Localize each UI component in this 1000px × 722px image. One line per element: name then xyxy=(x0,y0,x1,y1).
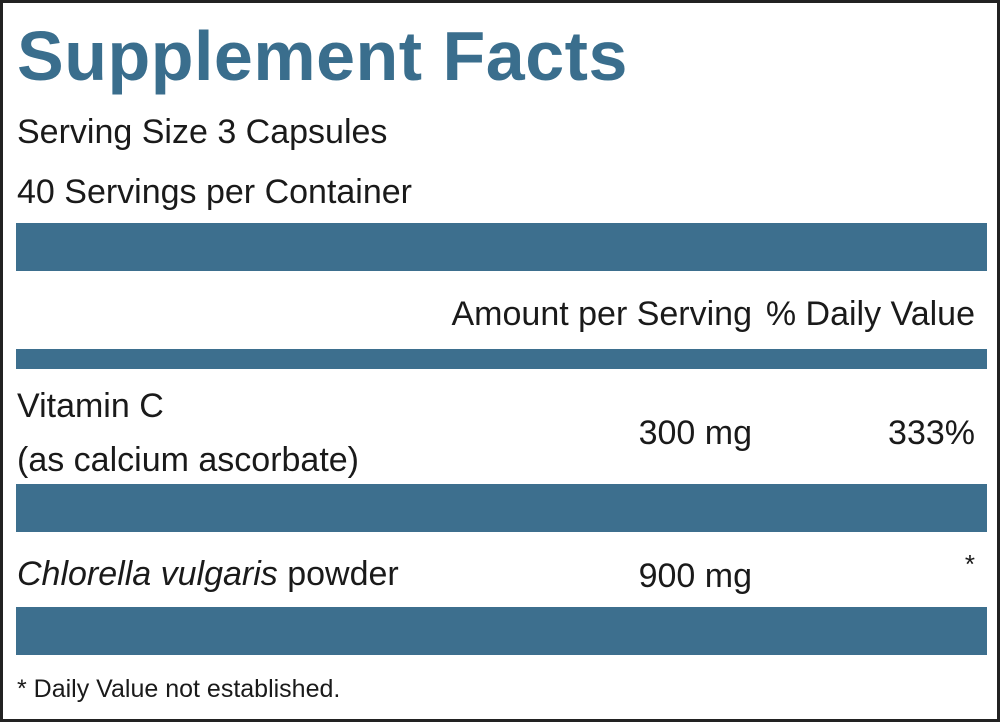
divider-bar xyxy=(16,607,987,655)
divider-bar xyxy=(16,349,987,369)
nutrient-note: (as calcium ascorbate) xyxy=(17,441,360,479)
servings-per-container: 40 Servings per Container xyxy=(17,173,413,211)
amount: 900 mg xyxy=(638,557,752,595)
amount-header: Amount per Serving xyxy=(451,295,753,333)
daily-value: 333% xyxy=(888,414,975,452)
nutrient-name: Chlorella vulgaris powder xyxy=(17,557,399,591)
daily-value-header: % Daily Value xyxy=(765,295,975,333)
nutrient-name-italic: Chlorella vulgaris xyxy=(17,555,278,593)
daily-value: * xyxy=(964,549,975,579)
divider-bar xyxy=(16,223,987,271)
title: Supplement Facts xyxy=(17,17,628,95)
serving-size: Serving Size 3 Capsules xyxy=(17,113,388,151)
footnote: * Daily Value not established. xyxy=(17,675,341,703)
divider-bar xyxy=(16,484,987,532)
nutrient-name: Vitamin C xyxy=(17,387,164,425)
amount: 300 mg xyxy=(638,414,752,452)
nutrient-name-suffix: powder xyxy=(277,555,399,593)
